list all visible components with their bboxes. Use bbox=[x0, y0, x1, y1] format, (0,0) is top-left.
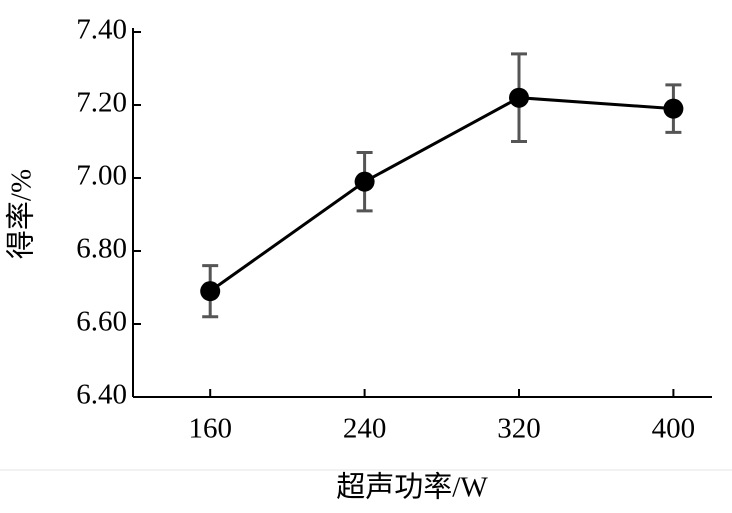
marker bbox=[509, 87, 529, 108]
x-tick-label: 400 bbox=[652, 413, 696, 445]
y-tick-label: 6.80 bbox=[76, 233, 127, 265]
y-tick-label: 7.40 bbox=[76, 14, 127, 46]
y-tick-label: 6.40 bbox=[76, 379, 127, 411]
marker bbox=[200, 281, 221, 302]
x-tick-label: 240 bbox=[343, 413, 387, 445]
x-axis-label: 超声功率/W bbox=[336, 471, 488, 504]
line bbox=[209, 96, 674, 293]
x-tick-label: 160 bbox=[188, 413, 232, 445]
y-tick-label: 7.20 bbox=[76, 87, 127, 119]
y-tick-label: 6.60 bbox=[76, 306, 127, 338]
x-tick-label: 320 bbox=[497, 413, 541, 445]
marker bbox=[663, 98, 684, 119]
y-tick-label: 7.00 bbox=[76, 160, 127, 192]
marker bbox=[354, 171, 375, 192]
y-axis-label: 得率/% bbox=[5, 169, 38, 259]
